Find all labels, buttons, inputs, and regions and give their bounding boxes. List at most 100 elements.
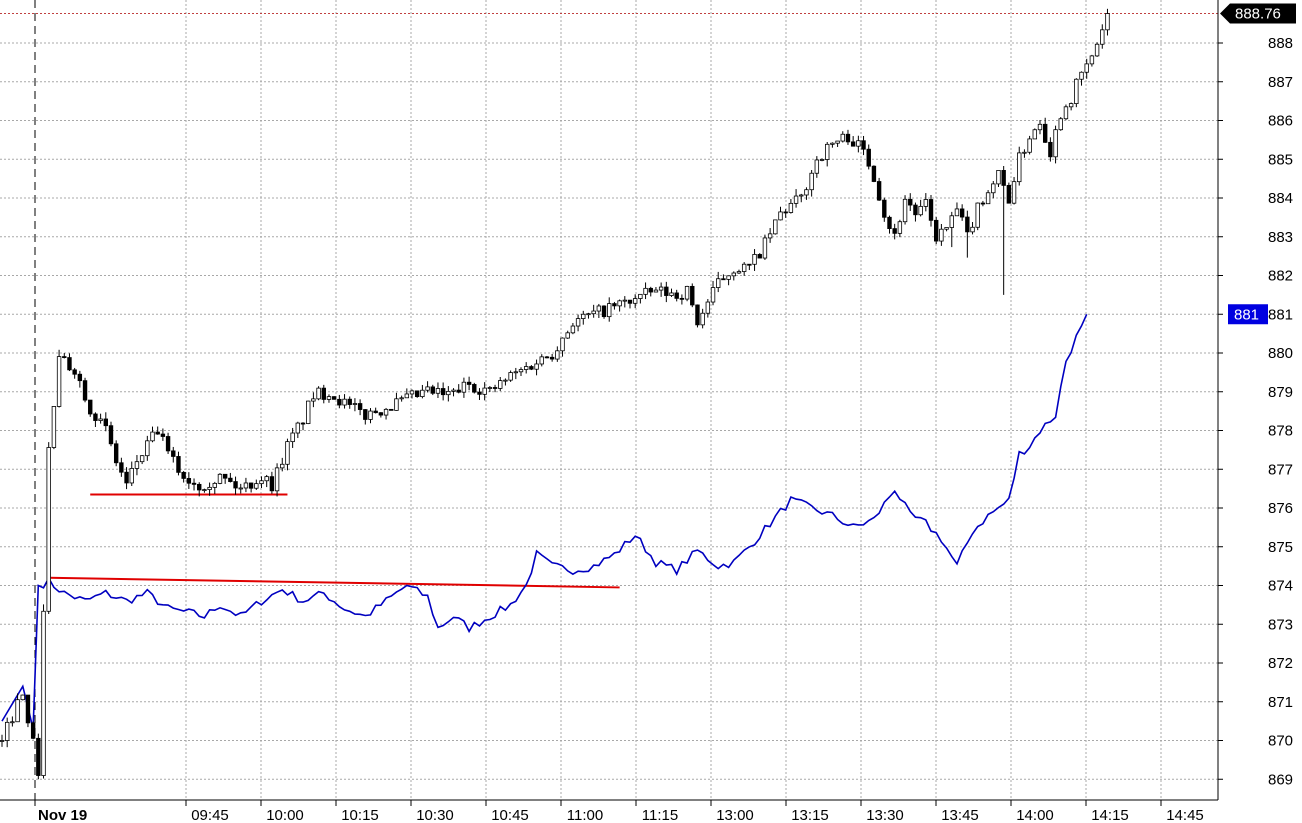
candle-body (207, 486, 212, 490)
candle-body (368, 410, 373, 420)
x-tick-label: 13:15 (791, 807, 829, 823)
candle-body (923, 199, 929, 207)
candle-body (352, 403, 358, 405)
candle-body (274, 467, 280, 492)
candle-body (41, 610, 46, 776)
candle-body (435, 388, 441, 394)
candle-body (482, 387, 487, 395)
candle-body (56, 356, 62, 407)
candle-body (757, 254, 762, 259)
candle-body (835, 140, 840, 144)
candle-body (762, 237, 768, 259)
blue-series (1, 313, 1088, 730)
candle-body (1074, 78, 1079, 104)
candle-body (850, 141, 856, 147)
candle-body (664, 286, 669, 296)
candle-body (830, 142, 835, 145)
candle-body (607, 303, 612, 318)
candle-body (456, 389, 461, 393)
candle-body (414, 390, 420, 398)
candle-body (1042, 123, 1048, 143)
candle-body (264, 476, 269, 482)
y-tick-label: 883 (1268, 229, 1293, 246)
y-tick-label: 888 (1268, 35, 1293, 52)
candle-body (176, 456, 181, 473)
candle-body (409, 390, 415, 395)
candle-body (306, 400, 311, 424)
x-tick-label: 13:30 (866, 807, 904, 823)
candle-body (1079, 71, 1084, 80)
candle-body (150, 431, 155, 442)
candle-body (321, 387, 326, 400)
candle-body (72, 369, 77, 375)
candle-body (492, 387, 498, 389)
candle-body (897, 221, 903, 234)
candle-body (612, 303, 617, 307)
candle-body (866, 148, 871, 167)
candle-body (773, 219, 778, 235)
candle-body (363, 409, 368, 420)
candle-body (62, 356, 67, 358)
candle-body (326, 396, 332, 400)
candle-body (248, 482, 254, 489)
candle-body (513, 371, 519, 374)
candle-body (913, 204, 918, 216)
y-tick-label: 874 (1268, 578, 1293, 595)
y-tick-label: 877 (1268, 461, 1293, 478)
candle-body (523, 366, 529, 370)
candle-body (134, 461, 140, 469)
candle-body (985, 192, 991, 205)
y-tick-label: 887 (1268, 74, 1293, 91)
candle-body (876, 181, 882, 201)
candle-body (934, 219, 939, 242)
candle-body (160, 433, 166, 437)
candle-body (778, 211, 783, 221)
candle-body (472, 384, 477, 393)
candle-body (357, 403, 363, 410)
candle-body (347, 398, 352, 405)
candle-body (238, 487, 243, 490)
candle-body (871, 165, 877, 182)
last-price-tag (1220, 3, 1296, 24)
candle-body (809, 172, 814, 191)
candle-body (1037, 123, 1043, 131)
candle-body (285, 441, 290, 465)
candle-body (1089, 55, 1095, 65)
candle-body (1006, 185, 1012, 204)
candle-body (549, 356, 555, 360)
candle-body (430, 386, 435, 394)
candle-body (420, 389, 425, 398)
x-tick-label: 13:45 (941, 807, 979, 823)
candle-body (825, 143, 830, 160)
x-tick-label: 14:15 (1091, 807, 1129, 823)
candle-body (222, 473, 228, 479)
x-tick-label: 10:30 (416, 807, 454, 823)
y-tick-label: 878 (1268, 423, 1293, 440)
candle-body (783, 211, 788, 214)
candle-body (20, 694, 25, 701)
candle-body (788, 202, 794, 213)
candle-body (996, 170, 1001, 185)
candles (0, 8, 1110, 780)
candle-body (295, 422, 301, 434)
candle-body (1058, 118, 1063, 131)
x-tick-label: 10:00 (266, 807, 304, 823)
candle-body (145, 440, 150, 457)
candle-body (954, 208, 960, 217)
plot-background (0, 0, 1218, 800)
candle-body (51, 406, 57, 448)
candle-body (440, 388, 446, 396)
candle-body (726, 275, 731, 280)
candle-body (918, 205, 923, 216)
candle-body (82, 380, 88, 401)
date-label: Nov 19 (38, 807, 87, 823)
candle-body (845, 133, 851, 143)
candle-body (259, 480, 264, 485)
y-tick-label: 869 (1268, 771, 1293, 788)
candle-body (212, 482, 217, 488)
y-tick-label: 871 (1268, 694, 1293, 711)
blue-series-tag (1228, 304, 1268, 325)
candle-body (1032, 129, 1038, 140)
candle-body (98, 418, 103, 421)
